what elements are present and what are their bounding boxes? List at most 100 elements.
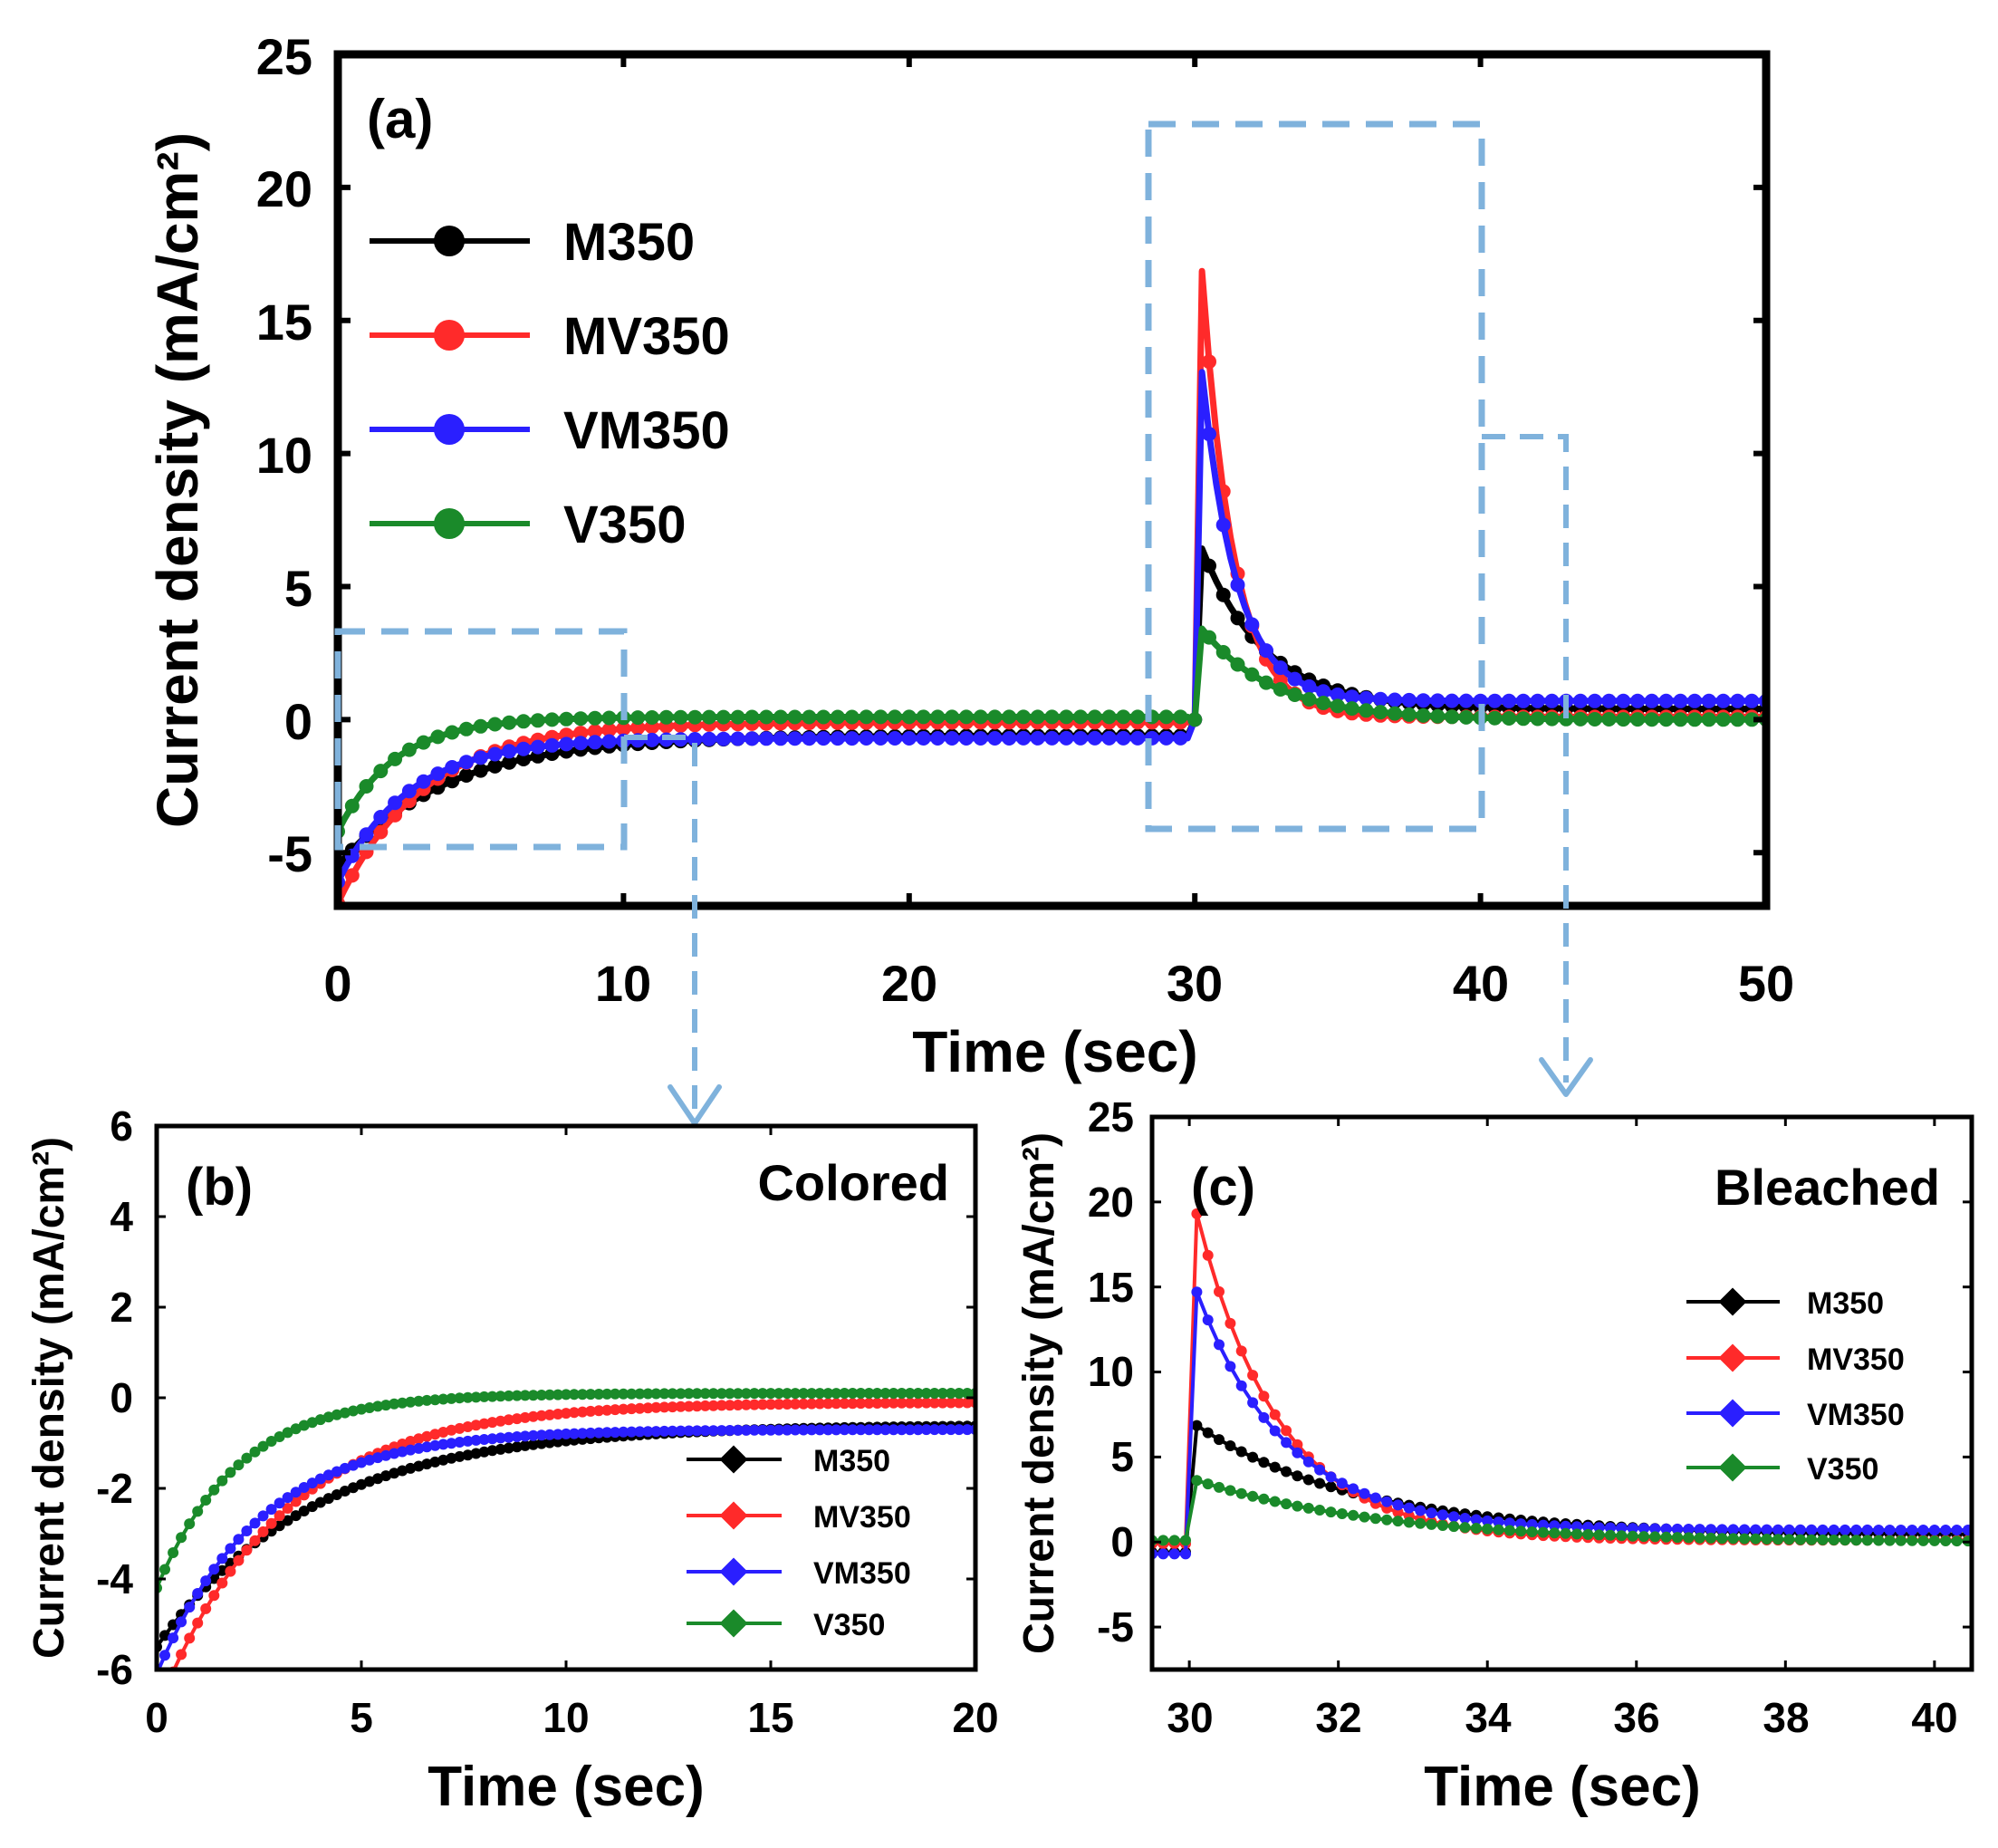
panel-a-legend-label-vm350: VM350: [563, 401, 730, 460]
data-point: [1840, 1524, 1851, 1535]
data-point: [1258, 1411, 1270, 1423]
data-point: [675, 1388, 687, 1400]
data-point: [1716, 1524, 1728, 1535]
data-point: [1683, 1524, 1695, 1535]
data-point: [1582, 1528, 1594, 1540]
data-point: [928, 1388, 940, 1399]
data-point: [1030, 709, 1045, 725]
data-point: [1116, 709, 1131, 725]
panel-c-x-tick-32: 32: [1315, 1694, 1361, 1741]
data-point: [1744, 712, 1760, 727]
data-point: [691, 1425, 703, 1437]
panel-c-annotation: Bleached: [1715, 1159, 1940, 1216]
data-point: [159, 1630, 170, 1641]
data-point: [904, 1397, 916, 1409]
data-point: [184, 1602, 196, 1613]
data-point: [495, 1415, 506, 1427]
data-point: [912, 1388, 924, 1399]
data-point: [168, 1619, 179, 1631]
data-point: [1158, 730, 1174, 746]
data-point: [1344, 701, 1359, 717]
data-point: [888, 709, 902, 725]
data-point: [937, 1388, 948, 1399]
data-point: [1750, 1533, 1762, 1545]
data-point: [691, 1388, 703, 1400]
data-point: [322, 1493, 334, 1505]
panel-a-legend: M350 MV350 VM350 V350: [370, 213, 730, 554]
data-point: [359, 827, 374, 842]
data-point: [1917, 1525, 1929, 1535]
data-point: [1861, 1535, 1873, 1546]
data-point: [1573, 711, 1588, 727]
data-point: [530, 739, 545, 755]
data-point: [192, 1617, 204, 1629]
data-point: [192, 1506, 204, 1517]
data-point: [945, 1424, 956, 1436]
panel-a-y-tick-m5: -5: [267, 825, 312, 882]
data-point: [249, 1517, 261, 1529]
data-point: [1373, 691, 1388, 707]
data-point: [552, 1389, 563, 1400]
data-point: [1515, 1526, 1527, 1537]
panel-c-label: (c): [1191, 1158, 1255, 1217]
data-point: [855, 1398, 867, 1410]
data-point: [888, 1388, 899, 1399]
data-point: [847, 1398, 859, 1410]
data-point: [473, 750, 488, 765]
data-point: [707, 1388, 719, 1400]
data-point: [364, 1454, 375, 1466]
data-point: [1493, 1524, 1504, 1535]
data-point: [1928, 1525, 1940, 1535]
data-point: [1660, 1531, 1672, 1543]
data-point: [1715, 693, 1731, 708]
data-point: [543, 1389, 555, 1400]
data-point: [798, 1424, 810, 1436]
data-point: [1436, 1509, 1448, 1521]
data-point: [216, 1577, 228, 1589]
data-point: [1359, 1487, 1370, 1499]
data-point: [1392, 1516, 1404, 1527]
panel-b-legend-m350: M350: [687, 1444, 890, 1478]
data-point: [787, 709, 802, 725]
data-point: [920, 1397, 932, 1409]
data-point: [1325, 1481, 1337, 1493]
data-point: [610, 1388, 621, 1400]
data-point: [577, 1406, 589, 1418]
data-point: [511, 1413, 523, 1425]
data-point: [184, 1518, 196, 1530]
data-point: [1247, 1451, 1259, 1463]
data-point: [855, 1424, 867, 1436]
data-point: [344, 868, 360, 883]
data-point: [675, 1400, 687, 1412]
data-point: [1348, 1509, 1359, 1521]
data-point: [618, 1388, 629, 1400]
data-point: [1214, 1339, 1225, 1351]
data-point: [535, 1390, 547, 1400]
data-point: [1415, 1505, 1426, 1516]
data-point: [822, 1398, 834, 1410]
data-point: [331, 1489, 342, 1500]
data-point: [429, 1394, 441, 1406]
data-point: [744, 731, 760, 746]
data-point: [863, 1424, 875, 1436]
data-point: [216, 1553, 228, 1564]
data-point: [642, 1388, 654, 1400]
panel-b-legend-v350: V350: [687, 1608, 885, 1642]
data-point: [1202, 1427, 1214, 1439]
data-point: [1273, 660, 1288, 676]
data-point: [1430, 708, 1446, 724]
data-point: [1235, 1380, 1247, 1391]
data-point: [1627, 1530, 1638, 1542]
data-point: [863, 1398, 875, 1409]
data-point: [413, 1442, 425, 1454]
data-point: [1672, 1532, 1683, 1544]
data-point: [634, 1426, 646, 1438]
data-point: [1940, 1525, 1952, 1535]
data-point: [667, 1425, 678, 1437]
data-point: [462, 1421, 474, 1432]
data-point: [1715, 712, 1731, 727]
data-point: [1016, 730, 1031, 746]
data-point: [519, 1430, 531, 1442]
panel-a-y-tick-25: 25: [256, 28, 312, 85]
panel-b-legend-vm350: VM350: [687, 1556, 911, 1591]
